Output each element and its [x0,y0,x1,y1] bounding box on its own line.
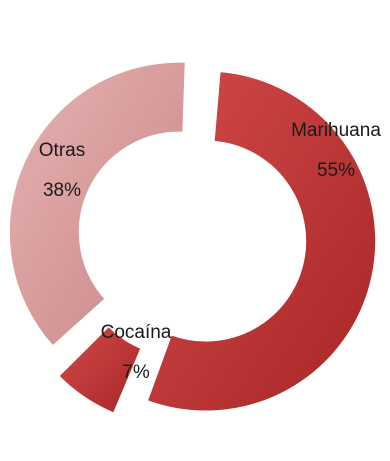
slice-label-cocana: Cocaína [101,322,172,343]
donut-slice-marihuana [146,71,377,412]
slice-label-marihuana: Marihuana [291,120,381,141]
donut-slice-otras [8,61,186,347]
slice-percent-cocana: 7% [122,362,150,383]
slices-layer [8,61,377,414]
donut-slice-cocana [58,325,142,414]
slice-percent-otras: 38% [43,180,81,201]
slice-label-otras: Otras [39,140,85,161]
labels-layer: Marihuana 55% Cocaína 7% Otras 38% [39,120,382,383]
slice-percent-marihuana: 55% [317,160,355,181]
